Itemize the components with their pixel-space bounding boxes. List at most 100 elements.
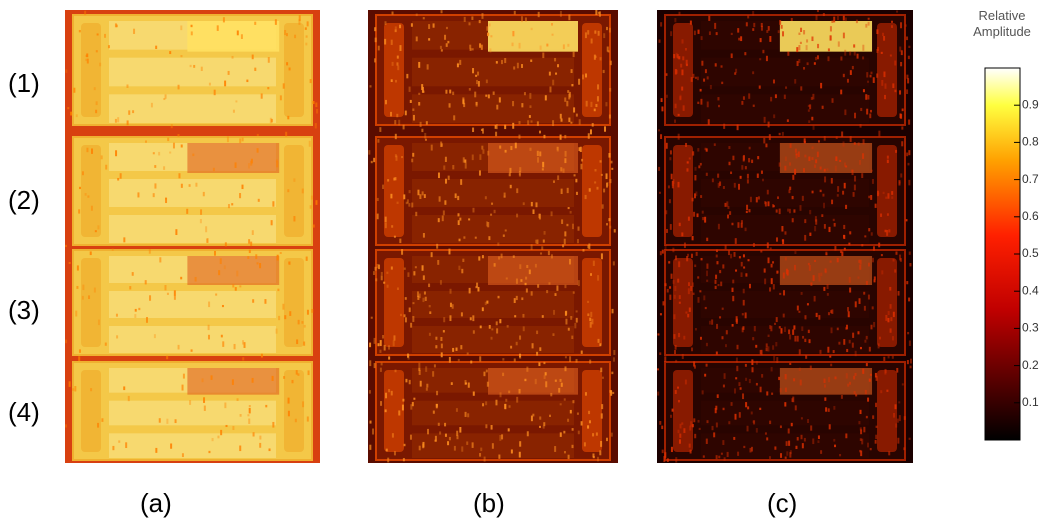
speckle [234, 162, 237, 168]
speckle [534, 378, 537, 385]
speckle [422, 443, 425, 449]
speckle [901, 141, 904, 147]
speckle [190, 31, 193, 36]
speckle [801, 326, 804, 331]
speckle [733, 252, 736, 257]
speckle [558, 387, 561, 393]
speckle [784, 374, 787, 380]
speckle [708, 320, 711, 325]
speckle [670, 414, 673, 418]
speckle [508, 390, 511, 394]
speckle [539, 425, 542, 428]
speckle [567, 327, 570, 331]
speckle [747, 259, 750, 262]
speckle [592, 433, 595, 437]
speckle [782, 272, 785, 279]
speckle [535, 239, 538, 244]
speckle [241, 184, 244, 190]
speckle [732, 155, 735, 161]
speckle [518, 134, 521, 139]
speckle [769, 325, 772, 329]
speckle [714, 408, 717, 414]
speckle [829, 35, 832, 41]
speckle [104, 33, 107, 38]
speckle [805, 45, 808, 51]
speckle [588, 420, 591, 424]
speckle [566, 100, 569, 107]
speckle [851, 65, 854, 70]
speckle [530, 27, 533, 31]
speckle [195, 182, 198, 187]
speckle [844, 49, 847, 56]
speckle [612, 357, 615, 362]
speckle [436, 390, 439, 396]
speckle [412, 114, 415, 121]
speckle [584, 32, 587, 39]
speckle [499, 319, 502, 324]
speckle [778, 326, 781, 329]
speckle [798, 310, 801, 313]
speckle [741, 165, 744, 170]
speckle [412, 302, 415, 305]
speckle [908, 251, 911, 255]
speckle [726, 451, 729, 458]
speckle [491, 202, 494, 205]
speckle [610, 432, 613, 437]
speckle [566, 223, 569, 227]
speckle [701, 390, 704, 395]
speckle [275, 159, 278, 163]
speckle [886, 389, 889, 392]
speckle [285, 131, 288, 137]
speckle [847, 311, 850, 318]
speckle [188, 184, 191, 187]
speckle [814, 225, 817, 232]
speckle [826, 284, 829, 290]
speckle [711, 319, 714, 325]
speckle [860, 429, 863, 435]
speckle [742, 254, 745, 258]
speckle [720, 65, 723, 68]
speckle [437, 259, 440, 265]
speckle [490, 336, 493, 340]
speckle [269, 117, 272, 124]
speckle [704, 373, 707, 377]
speckle [397, 65, 400, 71]
speckle [392, 340, 395, 347]
speckle [854, 112, 857, 119]
speckle [702, 455, 705, 458]
speckle [743, 266, 746, 269]
speckle [78, 186, 81, 190]
speckle [408, 86, 411, 92]
speckle [699, 162, 702, 166]
speckle [466, 441, 469, 445]
speckle [852, 332, 855, 338]
speckle [678, 261, 681, 268]
speckle [613, 229, 616, 233]
speckle [742, 96, 745, 100]
speckle [894, 60, 897, 66]
speckle [901, 383, 904, 386]
speckle [457, 358, 460, 362]
speckle [575, 317, 578, 323]
speckle [784, 231, 787, 235]
hot-region [779, 143, 873, 173]
speckle [818, 276, 821, 282]
speckle [239, 193, 242, 199]
speckle [396, 62, 399, 66]
speckle [493, 263, 496, 267]
speckle [669, 286, 672, 289]
speckle [789, 143, 792, 148]
speckle [611, 167, 614, 170]
speckle [705, 438, 708, 444]
speckle [891, 196, 894, 199]
speckle [471, 442, 474, 448]
speckle [546, 43, 549, 47]
speckle [719, 181, 722, 186]
speckle [166, 292, 169, 295]
speckle [794, 335, 797, 342]
speckle [529, 105, 532, 108]
speckle [524, 378, 527, 382]
speckle [527, 120, 530, 125]
speckle [550, 254, 553, 259]
speckle [909, 358, 912, 364]
